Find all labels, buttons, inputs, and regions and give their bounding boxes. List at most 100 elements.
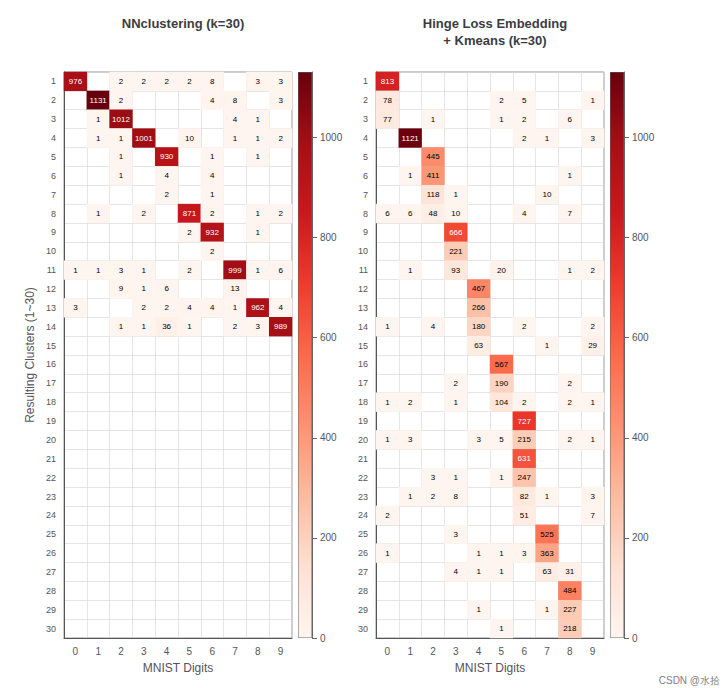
svg-text:22: 22 [358, 473, 368, 483]
svg-text:2: 2 [408, 398, 413, 407]
svg-text:218: 218 [563, 624, 577, 633]
svg-text:666: 666 [449, 228, 463, 237]
svg-text:3: 3 [278, 77, 283, 86]
svg-text:1: 1 [233, 134, 238, 143]
svg-text:1: 1 [590, 398, 595, 407]
svg-text:MNIST Digits: MNIST Digits [455, 661, 525, 675]
svg-text:1: 1 [476, 567, 481, 576]
svg-text:6: 6 [521, 646, 527, 657]
svg-text:28: 28 [358, 586, 368, 596]
svg-text:2: 2 [142, 303, 147, 312]
svg-text:1: 1 [95, 646, 101, 657]
svg-text:1131: 1131 [90, 96, 108, 105]
svg-text:2: 2 [210, 247, 215, 256]
svg-text:6: 6 [164, 284, 169, 293]
svg-text:15: 15 [358, 341, 368, 351]
svg-text:6: 6 [363, 171, 368, 181]
svg-text:2: 2 [278, 134, 283, 143]
svg-text:3: 3 [141, 646, 147, 657]
svg-text:1: 1 [96, 266, 101, 275]
svg-text:962: 962 [251, 303, 265, 312]
svg-text:190: 190 [495, 379, 509, 388]
svg-text:82: 82 [520, 492, 529, 501]
svg-text:4: 4 [164, 646, 170, 657]
svg-text:1: 1 [233, 303, 238, 312]
svg-text:4: 4 [187, 303, 192, 312]
svg-text:9: 9 [590, 646, 596, 657]
svg-text:8: 8 [454, 492, 459, 501]
svg-text:871: 871 [183, 209, 197, 218]
svg-text:2: 2 [187, 266, 192, 275]
svg-text:13: 13 [358, 303, 368, 313]
svg-text:1: 1 [51, 76, 56, 86]
svg-text:1012: 1012 [112, 115, 130, 124]
svg-text:7: 7 [51, 190, 56, 200]
svg-text:1: 1 [142, 322, 147, 331]
svg-text:266: 266 [472, 303, 486, 312]
svg-text:1000: 1000 [632, 132, 655, 143]
svg-text:7: 7 [363, 190, 368, 200]
svg-text:4: 4 [210, 171, 215, 180]
svg-text:2: 2 [187, 228, 192, 237]
svg-text:2: 2 [278, 209, 283, 218]
svg-text:8: 8 [363, 209, 368, 219]
svg-text:2: 2 [454, 379, 459, 388]
svg-text:1: 1 [499, 549, 504, 558]
svg-text:1: 1 [256, 266, 261, 275]
svg-text:7: 7 [544, 646, 550, 657]
svg-text:1: 1 [210, 190, 215, 199]
svg-text:525: 525 [540, 530, 554, 539]
svg-text:6: 6 [209, 646, 215, 657]
svg-text:930: 930 [160, 152, 174, 161]
svg-text:24: 24 [358, 510, 368, 520]
svg-text:727: 727 [518, 417, 532, 426]
svg-text:10: 10 [185, 134, 194, 143]
svg-text:26: 26 [46, 548, 56, 558]
svg-text:2: 2 [164, 77, 169, 86]
svg-text:0: 0 [320, 633, 326, 644]
svg-text:30: 30 [358, 624, 368, 634]
svg-text:21: 21 [358, 454, 368, 464]
svg-text:9: 9 [51, 227, 56, 237]
svg-text:6: 6 [385, 209, 390, 218]
svg-text:14: 14 [46, 322, 56, 332]
svg-text:3: 3 [278, 96, 283, 105]
svg-text:1: 1 [119, 134, 124, 143]
svg-text:8: 8 [210, 77, 215, 86]
svg-text:3: 3 [73, 303, 78, 312]
svg-text:2: 2 [210, 209, 215, 218]
svg-text:22: 22 [46, 473, 56, 483]
svg-text:2: 2 [590, 266, 595, 275]
svg-text:567: 567 [495, 360, 509, 369]
svg-text:5: 5 [522, 96, 527, 105]
svg-text:NNclustering (k=30): NNclustering (k=30) [122, 16, 244, 31]
svg-text:1: 1 [568, 266, 573, 275]
svg-text:1: 1 [545, 341, 550, 350]
svg-text:18: 18 [358, 397, 368, 407]
svg-text:215: 215 [518, 435, 532, 444]
svg-text:20: 20 [497, 266, 506, 275]
svg-text:1: 1 [256, 115, 261, 124]
svg-text:MNIST Digits: MNIST Digits [143, 661, 213, 675]
svg-text:2: 2 [363, 95, 368, 105]
svg-text:5: 5 [187, 646, 193, 657]
svg-text:1: 1 [119, 171, 124, 180]
svg-text:813: 813 [381, 77, 395, 86]
svg-text:1: 1 [96, 115, 101, 124]
svg-text:2: 2 [187, 77, 192, 86]
svg-text:3: 3 [119, 266, 124, 275]
svg-text:9: 9 [119, 284, 124, 293]
svg-text:247: 247 [518, 473, 532, 482]
svg-text:2: 2 [431, 492, 436, 501]
svg-text:1: 1 [96, 209, 101, 218]
svg-text:221: 221 [449, 247, 463, 256]
svg-text:2: 2 [164, 303, 169, 312]
svg-text:2: 2 [568, 379, 573, 388]
svg-text:1: 1 [142, 284, 147, 293]
svg-text:400: 400 [632, 432, 649, 443]
svg-text:1: 1 [499, 473, 504, 482]
svg-text:0: 0 [73, 646, 79, 657]
svg-text:63: 63 [474, 341, 483, 350]
svg-text:63: 63 [543, 567, 552, 576]
svg-text:4: 4 [51, 133, 56, 143]
